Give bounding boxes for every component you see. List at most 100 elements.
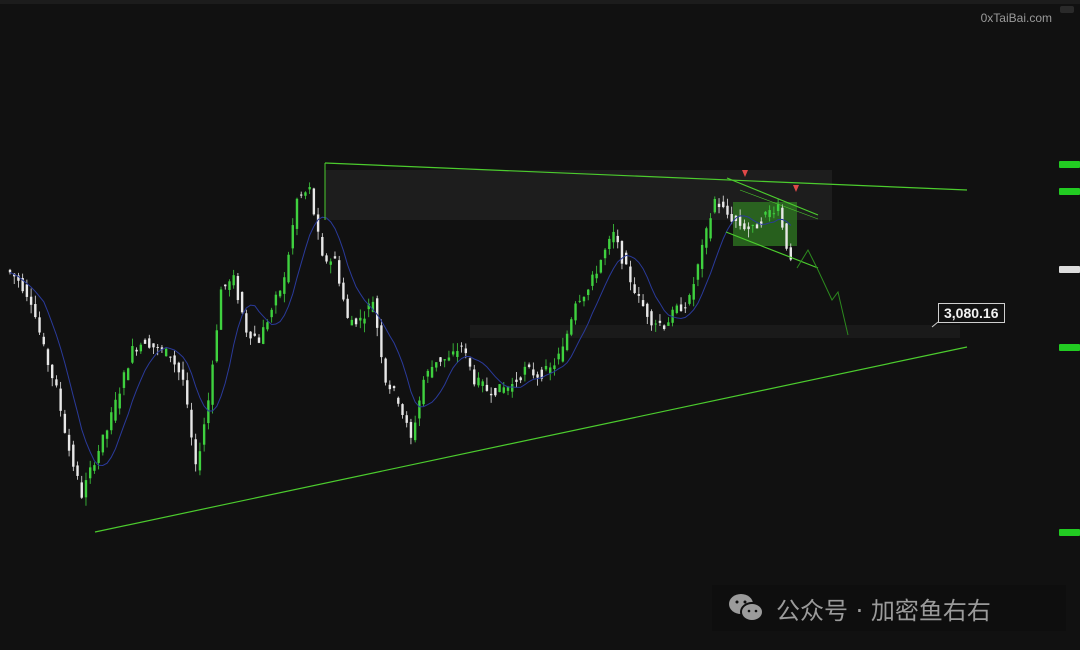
candle-body bbox=[291, 225, 294, 249]
candle-body bbox=[21, 277, 24, 292]
candle-body bbox=[422, 379, 425, 405]
candle-body bbox=[245, 313, 248, 333]
candle-body bbox=[506, 386, 510, 391]
target-price-label: 3,080.16 bbox=[938, 303, 1005, 323]
candle-body bbox=[629, 266, 632, 283]
candle-body bbox=[13, 273, 16, 277]
candle-body bbox=[447, 357, 451, 361]
candle-body bbox=[169, 356, 172, 358]
channel-name: 公众号 · 加密鱼右右 bbox=[776, 596, 991, 625]
candle-body bbox=[181, 369, 185, 380]
candle-body bbox=[63, 413, 67, 433]
candle-body bbox=[443, 359, 446, 361]
candle-body bbox=[371, 301, 375, 312]
candle-body bbox=[540, 369, 543, 379]
candle-body bbox=[42, 336, 45, 345]
candle-body bbox=[363, 318, 366, 324]
candle-body bbox=[435, 362, 438, 368]
candle-body bbox=[384, 358, 387, 383]
axis-label-green bbox=[1059, 344, 1080, 351]
candle-body bbox=[675, 305, 679, 313]
candle-body bbox=[321, 236, 324, 256]
candle-body bbox=[688, 295, 691, 304]
candle-body bbox=[616, 235, 619, 243]
candle-body bbox=[498, 384, 501, 393]
candle-body bbox=[662, 325, 666, 329]
axis-label-green bbox=[1059, 529, 1080, 536]
candle-body bbox=[430, 366, 434, 378]
candle-body bbox=[312, 188, 316, 215]
candle-body bbox=[354, 318, 358, 325]
candle-body bbox=[143, 339, 147, 344]
candle-body bbox=[595, 273, 598, 279]
candle-body bbox=[426, 370, 430, 377]
sell-arrow-icon bbox=[742, 170, 748, 177]
target-zone bbox=[470, 325, 960, 338]
candle-body bbox=[215, 330, 219, 362]
candle-body bbox=[186, 380, 189, 405]
candle-body bbox=[173, 355, 176, 365]
candle-body bbox=[549, 367, 552, 374]
candle-body bbox=[333, 256, 337, 259]
candle-body bbox=[202, 424, 206, 445]
candle-body bbox=[93, 465, 96, 471]
candle-body bbox=[88, 467, 92, 479]
candle-body bbox=[515, 379, 518, 382]
candle-body bbox=[55, 379, 58, 386]
candle-body bbox=[738, 216, 742, 226]
candle-body bbox=[401, 404, 404, 416]
candle-body bbox=[532, 369, 535, 376]
candle-body bbox=[17, 275, 20, 281]
candle-body bbox=[148, 338, 151, 348]
currency-badge[interactable] bbox=[1060, 6, 1074, 13]
candle-body bbox=[574, 303, 577, 321]
candle-body bbox=[468, 358, 472, 367]
candle-body bbox=[667, 322, 670, 326]
candle-body bbox=[329, 261, 332, 265]
candle-body bbox=[730, 214, 733, 222]
candle-body bbox=[764, 211, 767, 215]
candle-body bbox=[236, 276, 240, 301]
candle-body bbox=[776, 204, 780, 212]
candle-body bbox=[392, 386, 396, 389]
candle-body bbox=[350, 319, 354, 326]
candle-body bbox=[76, 465, 79, 476]
candle-body bbox=[591, 274, 594, 286]
candle-body bbox=[582, 296, 586, 302]
candle-body bbox=[283, 277, 286, 294]
candle-body bbox=[126, 368, 130, 381]
candle-body bbox=[705, 228, 708, 248]
candle-body bbox=[194, 439, 197, 465]
candle-body bbox=[726, 205, 729, 215]
candle-body bbox=[785, 223, 788, 249]
candle-body bbox=[523, 366, 527, 375]
candle-body bbox=[25, 284, 29, 297]
candle-body bbox=[84, 480, 88, 498]
candle-body bbox=[207, 400, 210, 424]
watermark-site: 0xTaiBai.com bbox=[980, 11, 1052, 25]
resistance-trendline bbox=[324, 162, 968, 191]
candle-body bbox=[409, 422, 413, 438]
candle-body bbox=[101, 434, 105, 453]
candle-body bbox=[304, 192, 307, 196]
sell-arrow-icon bbox=[793, 185, 799, 192]
moving-average-line bbox=[9, 215, 792, 467]
candle-body bbox=[316, 214, 320, 232]
candle-body bbox=[536, 374, 539, 378]
candle-body bbox=[646, 303, 649, 317]
candle-body bbox=[713, 198, 717, 213]
axis-label-current bbox=[1059, 266, 1080, 273]
candle-body bbox=[274, 294, 278, 306]
candles bbox=[8, 182, 792, 506]
candle-body bbox=[164, 348, 168, 357]
candle-body bbox=[219, 289, 223, 330]
candle-body bbox=[262, 327, 265, 344]
candle-body bbox=[249, 331, 252, 339]
candle-body bbox=[565, 333, 569, 351]
candle-body bbox=[270, 309, 273, 318]
candle-body bbox=[527, 364, 531, 367]
candle-body bbox=[337, 260, 341, 284]
candle-body bbox=[46, 349, 50, 365]
candle-body bbox=[451, 351, 455, 355]
